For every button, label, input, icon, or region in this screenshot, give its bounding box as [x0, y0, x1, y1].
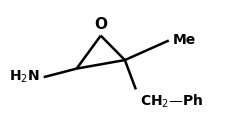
- Text: H$_2$N: H$_2$N: [9, 69, 39, 85]
- Text: Me: Me: [173, 34, 196, 48]
- Text: CH$_2$—Ph: CH$_2$—Ph: [140, 93, 204, 110]
- Text: O: O: [94, 17, 107, 32]
